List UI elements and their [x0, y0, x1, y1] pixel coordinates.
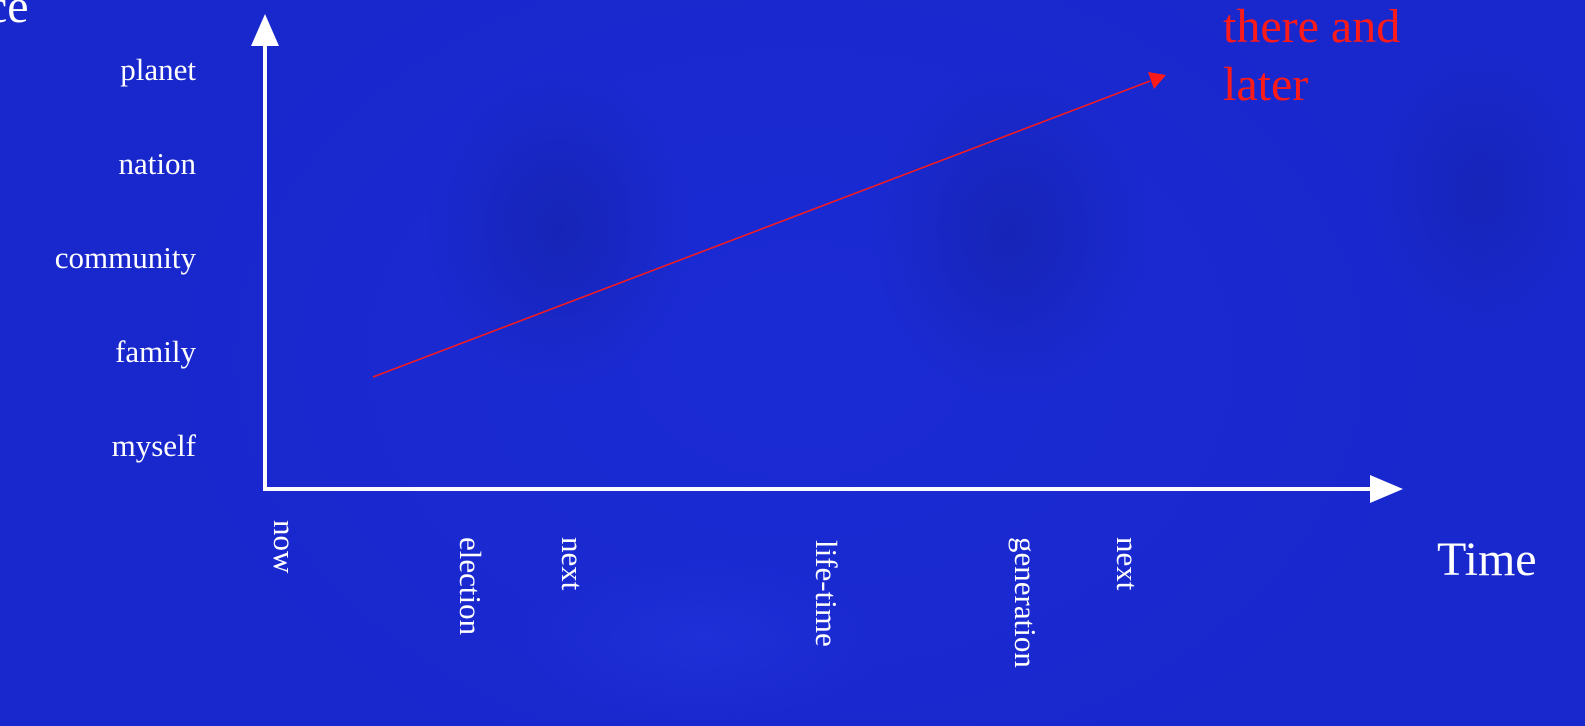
- scope-label-myself: myself: [111, 428, 196, 463]
- x-axis-arrowhead: [1370, 475, 1403, 503]
- time-marker-now: now: [267, 520, 302, 574]
- y-axis-arrowhead: [251, 14, 279, 46]
- scope-label-nation: nation: [118, 146, 197, 181]
- trend-arrowhead: [1148, 72, 1166, 89]
- x-axis-label: Time: [1437, 533, 1537, 586]
- scope-label-planet: planet: [120, 52, 196, 87]
- time-marker-next-election: next election: [453, 537, 590, 636]
- scope-label-community: community: [54, 240, 196, 275]
- trend-annotation: there and later: [1223, 0, 1401, 111]
- trend-arrow-line: [372, 80, 1151, 378]
- time-marker-life-time: life-time: [809, 540, 844, 647]
- time-marker-next-generation: next generation: [1008, 537, 1145, 668]
- title-fragment: ce: [0, 0, 29, 33]
- scope-label-family: family: [115, 334, 196, 369]
